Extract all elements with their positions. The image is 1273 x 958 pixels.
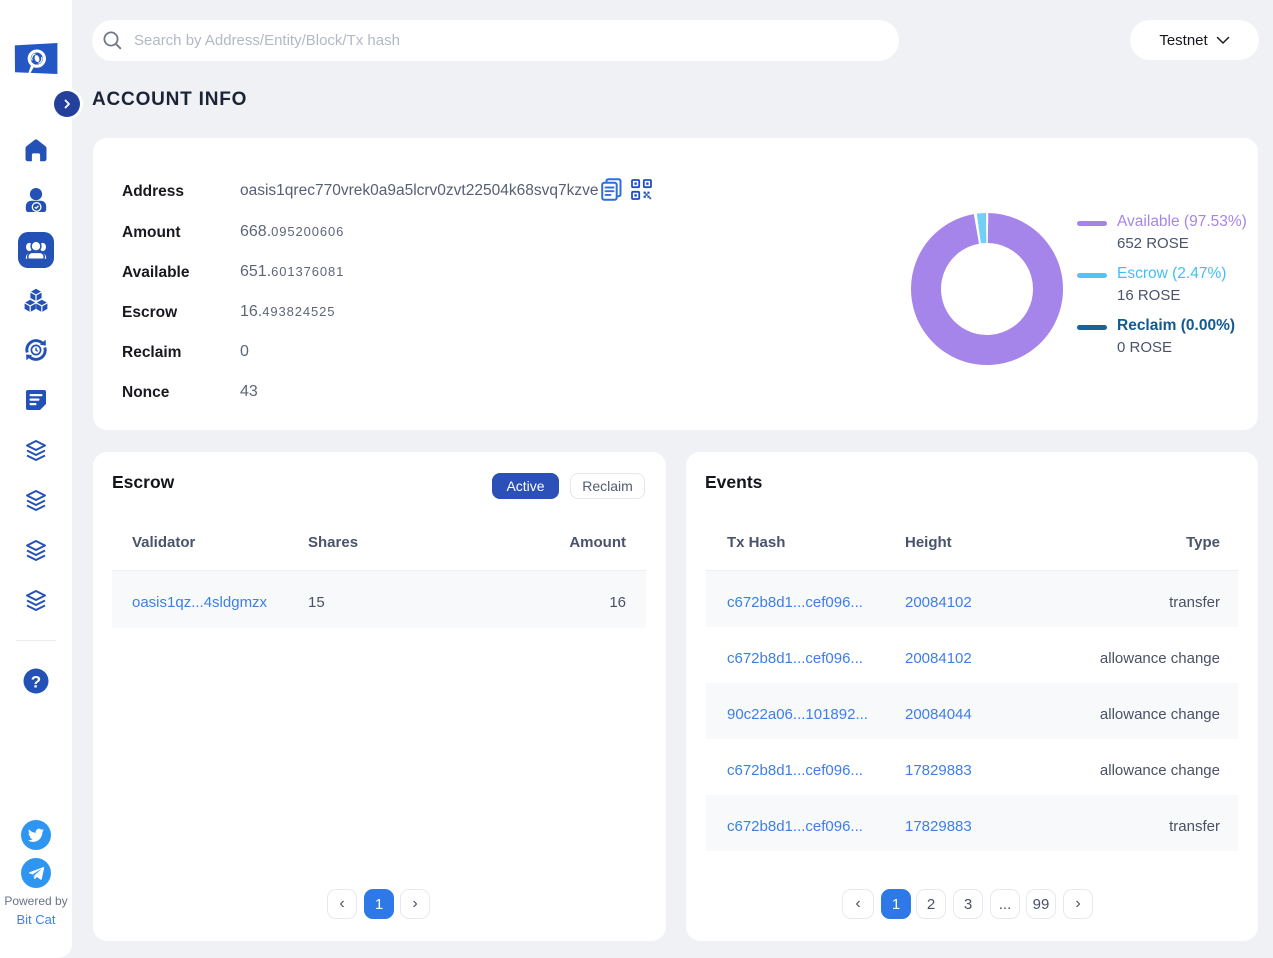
svg-text:?: ? bbox=[31, 673, 41, 692]
